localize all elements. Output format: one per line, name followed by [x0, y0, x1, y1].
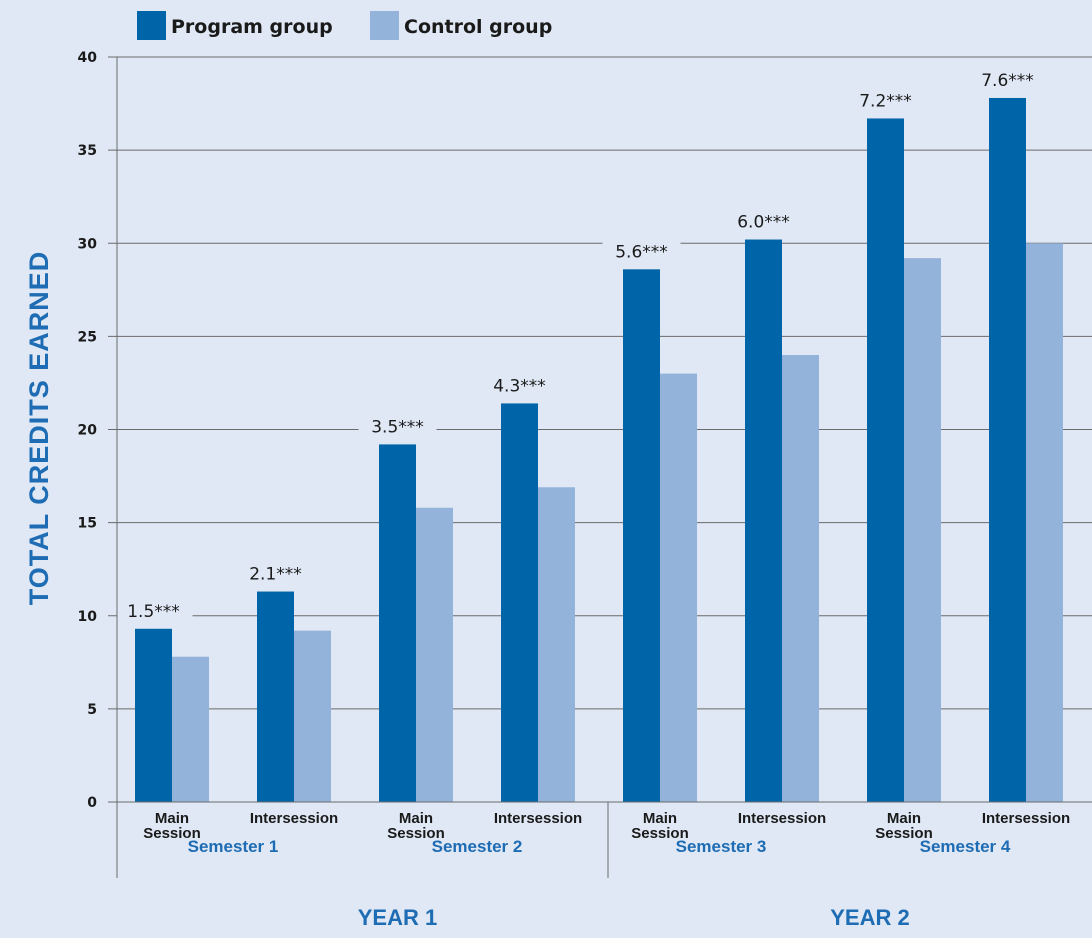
program-group-bar [745, 239, 782, 802]
category-label: Session [143, 825, 201, 842]
data-label-background [114, 598, 193, 621]
control-group-bar [1026, 243, 1063, 802]
data-label-background [602, 239, 681, 262]
program-group-bar [135, 628, 172, 802]
legend-label: Control group [404, 16, 552, 38]
control-group-bar [416, 507, 453, 802]
control-group-bar [782, 355, 819, 802]
year-label: YEAR 2 [830, 905, 909, 930]
data-label: 3.5*** [371, 417, 424, 437]
category-label: Main [887, 810, 921, 827]
legend-swatch-control [370, 11, 399, 40]
program-group-bar [501, 403, 538, 802]
y-tick-label: 0 [87, 795, 97, 811]
control-group-bar [660, 373, 697, 802]
semester-label: Semester 2 [432, 837, 523, 856]
data-label: 1.5*** [127, 602, 180, 622]
data-label-background [358, 414, 437, 437]
data-label-background [724, 209, 803, 232]
category-label: Session [387, 825, 445, 842]
y-axis-title: TOTAL CREDITS EARNED [24, 251, 54, 606]
y-tick-label: 5 [87, 702, 97, 718]
control-group-bar [172, 656, 209, 802]
data-label-background [480, 373, 559, 396]
bars [135, 97, 1063, 803]
category-label: Intersession [250, 810, 338, 827]
program-group-bar [867, 118, 904, 802]
y-tick-label: 25 [78, 329, 97, 345]
y-tick-label: 40 [78, 50, 98, 66]
legend-swatch-program [137, 11, 166, 40]
category-label: Intersession [738, 810, 826, 827]
category-label: Session [875, 825, 933, 842]
y-tick-label: 30 [78, 236, 98, 252]
data-label-background [968, 67, 1047, 90]
control-group-bar [538, 487, 575, 802]
data-label-background [236, 561, 315, 584]
data-label: 2.1*** [249, 565, 302, 585]
y-tick-label: 15 [78, 516, 97, 532]
category-label: Main [399, 810, 433, 827]
category-label: Intersession [494, 810, 582, 827]
y-tick-label: 20 [78, 423, 98, 439]
year-label: YEAR 1 [358, 905, 437, 930]
semester-label: Semester 1 [188, 837, 279, 856]
category-label: Main [643, 810, 677, 827]
y-tick-label: 35 [78, 143, 97, 159]
semester-label: Semester 4 [920, 837, 1011, 856]
y-tick-label: 10 [78, 609, 98, 625]
program-group-bar [989, 97, 1026, 803]
data-label: 7.2*** [859, 91, 912, 111]
category-label: Intersession [982, 810, 1070, 827]
data-labels: 1.5*** 2.1*** 3.5*** 4.3*** 5.6*** 6.0*** 7.2*… [114, 67, 1047, 622]
program-group-bar [379, 444, 416, 802]
program-group-bar [257, 591, 294, 802]
program-group-bar [623, 269, 660, 802]
category-label: Main [155, 810, 189, 827]
category-label: Session [631, 825, 689, 842]
data-label: 6.0*** [737, 213, 790, 233]
data-label: 5.6*** [615, 242, 668, 262]
data-label: 7.6*** [981, 71, 1034, 91]
control-group-bar [904, 258, 941, 802]
legend-label: Program group [171, 16, 333, 38]
control-group-bar [294, 630, 331, 802]
data-label: 4.3*** [493, 376, 546, 396]
data-label-background [846, 88, 925, 111]
legend: Program group Control group [137, 11, 552, 40]
semester-label: Semester 3 [676, 837, 767, 856]
